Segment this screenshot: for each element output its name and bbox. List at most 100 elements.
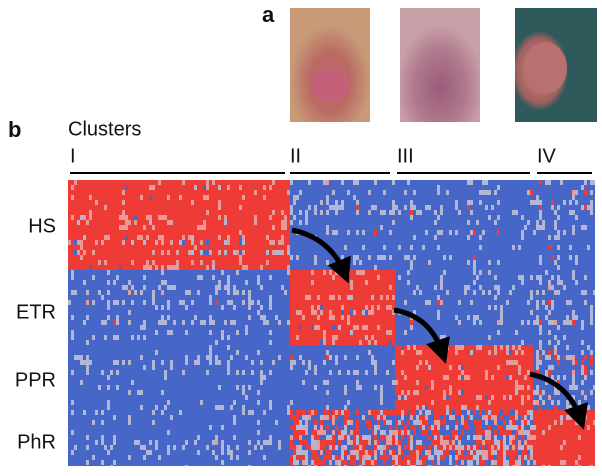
heat-cell — [413, 260, 416, 265]
heat-cell — [278, 240, 281, 245]
heat-cell — [161, 275, 164, 280]
heat-cell — [77, 225, 80, 230]
heat-cell — [461, 290, 464, 295]
heat-cell — [80, 310, 83, 315]
heat-cell — [287, 305, 290, 310]
heat-cell — [116, 190, 119, 195]
heat-cell — [92, 205, 95, 210]
heat-cell — [461, 205, 464, 210]
heat-cell — [68, 195, 71, 200]
heat-cell — [560, 275, 563, 280]
heat-cell — [572, 225, 575, 230]
heat-cell — [569, 210, 572, 215]
heat-cell — [572, 300, 575, 305]
heat-cell — [83, 265, 86, 270]
heat-cell — [566, 200, 569, 205]
heat-cell — [326, 205, 329, 210]
heat-cell — [350, 270, 353, 275]
heat-cell — [299, 275, 302, 280]
heat-cell — [446, 210, 449, 215]
heat-cell — [251, 220, 254, 225]
heat-cell — [491, 315, 494, 320]
heat-cell — [467, 245, 470, 250]
heat-cell — [449, 235, 452, 240]
heat-cell — [317, 300, 320, 305]
heat-cell — [539, 215, 542, 220]
heat-cell — [431, 230, 434, 235]
heat-cell — [575, 230, 578, 235]
heat-cell — [131, 320, 134, 325]
heat-cell — [188, 310, 191, 315]
heat-cell — [92, 315, 95, 320]
heat-cell — [269, 265, 272, 270]
heat-cell — [500, 300, 503, 305]
heat-cell — [86, 190, 89, 195]
heat-cell — [257, 200, 260, 205]
heat-cell — [494, 295, 497, 300]
heat-cell — [338, 275, 341, 280]
heat-cell — [404, 300, 407, 305]
heat-cell — [242, 205, 245, 210]
heat-cell — [233, 210, 236, 215]
heat-cell — [380, 240, 383, 245]
heat-cell — [212, 260, 215, 265]
heat-cell — [218, 200, 221, 205]
heat-cell — [95, 235, 98, 240]
heat-cell — [260, 255, 263, 260]
heat-cell — [119, 205, 122, 210]
heat-cell — [377, 230, 380, 235]
heat-cell — [365, 280, 368, 285]
heat-cell — [380, 265, 383, 270]
heat-cell — [152, 280, 155, 285]
heat-cell — [116, 285, 119, 290]
heat-cell — [125, 240, 128, 245]
heat-cell — [458, 270, 461, 275]
heat-cell — [398, 270, 401, 275]
heat-cell — [146, 290, 149, 295]
heat-cell — [140, 275, 143, 280]
heat-cell — [347, 280, 350, 285]
heat-cell — [338, 250, 341, 255]
heat-cell — [506, 230, 509, 235]
heat-cell — [518, 225, 521, 230]
heat-cell — [545, 280, 548, 285]
heat-cell — [140, 225, 143, 230]
heat-cell — [107, 195, 110, 200]
heat-cell — [257, 265, 260, 270]
heat-cell — [158, 210, 161, 215]
heat-cell — [125, 225, 128, 230]
heat-cell — [560, 305, 563, 310]
heat-cell — [584, 210, 587, 215]
heat-cell — [167, 190, 170, 195]
heat-cell — [536, 290, 539, 295]
heat-cell — [467, 200, 470, 205]
heat-cell — [362, 200, 365, 205]
heat-cell — [176, 225, 179, 230]
heat-cell — [179, 200, 182, 205]
heat-cell — [566, 315, 569, 320]
heat-cell — [104, 245, 107, 250]
heat-cell — [395, 180, 398, 185]
heat-cell — [206, 320, 209, 325]
heat-cell — [146, 270, 149, 275]
heat-cell — [116, 315, 119, 320]
heat-cell — [494, 220, 497, 225]
heat-cell — [287, 275, 290, 280]
heat-cell — [290, 235, 293, 240]
heat-cell — [419, 250, 422, 255]
heat-cell — [146, 180, 149, 185]
heat-cell — [341, 180, 344, 185]
heat-cell — [524, 225, 527, 230]
heat-cell — [281, 210, 284, 215]
heat-cell — [455, 265, 458, 270]
heat-cell — [434, 245, 437, 250]
heat-cell — [518, 255, 521, 260]
heat-cell — [179, 260, 182, 265]
heat-cell — [251, 310, 254, 315]
heat-cell — [134, 280, 137, 285]
heat-cell — [314, 260, 317, 265]
heat-cell — [398, 190, 401, 195]
heat-cell — [386, 295, 389, 300]
heat-cell — [521, 200, 524, 205]
heat-cell — [260, 265, 263, 270]
